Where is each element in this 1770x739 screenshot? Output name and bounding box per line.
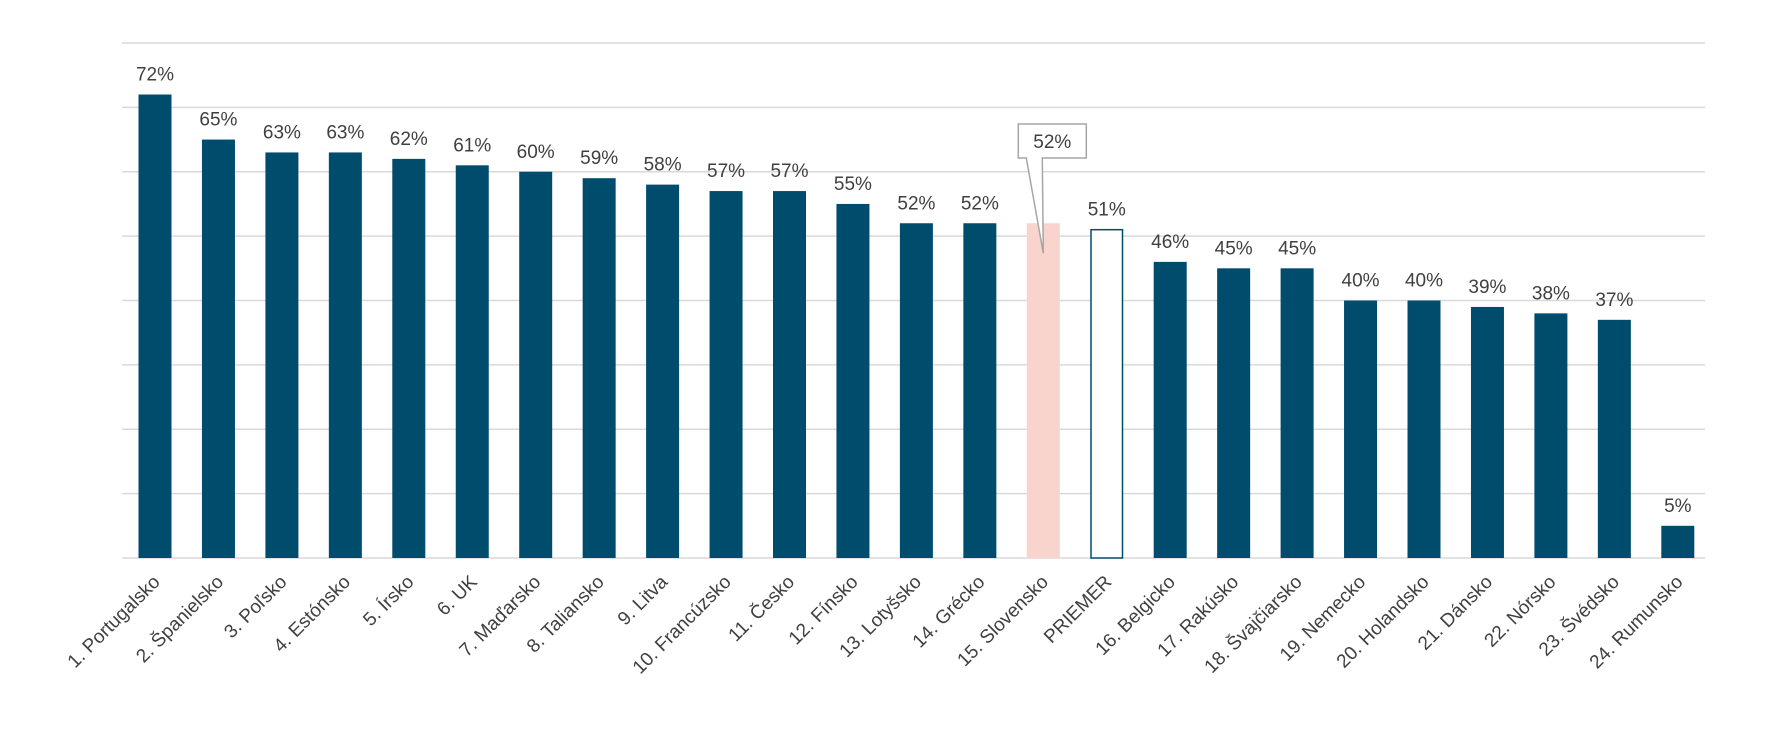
value-label: 38% xyxy=(1532,283,1570,304)
category-label: 6. UK xyxy=(433,571,482,620)
bar xyxy=(646,184,680,558)
category-label: 5. Írsko xyxy=(359,572,418,631)
value-label: 39% xyxy=(1468,277,1506,298)
value-label: 58% xyxy=(644,155,682,176)
bar xyxy=(1344,300,1378,558)
value-label: 63% xyxy=(263,122,301,143)
bar xyxy=(519,171,553,558)
value-label: 40% xyxy=(1405,271,1443,292)
bar xyxy=(582,178,616,558)
value-label: 65% xyxy=(199,110,237,131)
bar xyxy=(1534,313,1568,558)
value-label: 46% xyxy=(1151,232,1189,253)
bar-average xyxy=(1090,228,1124,559)
value-label: 5% xyxy=(1664,496,1692,517)
value-label: 57% xyxy=(770,161,808,182)
value-label: 60% xyxy=(517,142,555,163)
bar xyxy=(201,139,235,558)
bar xyxy=(1153,261,1187,558)
value-label: 45% xyxy=(1215,238,1253,259)
value-label: 51% xyxy=(1088,200,1126,221)
bar xyxy=(1407,300,1441,558)
value-label: 52% xyxy=(961,193,999,214)
value-label: 40% xyxy=(1342,271,1380,292)
value-label: 62% xyxy=(390,129,428,150)
category-label: 9. Litva xyxy=(614,571,672,629)
bar xyxy=(963,223,997,558)
value-label: 63% xyxy=(326,122,364,143)
value-labels: 72% 65% 63% 63% 62% 61% 60% 59% 58% 57% 57% 55% 52% 5… xyxy=(136,65,1692,517)
bar xyxy=(1597,319,1631,558)
bars xyxy=(138,94,1695,559)
callout: 52% xyxy=(1017,123,1088,254)
value-label: 72% xyxy=(136,65,174,86)
callout-pointer xyxy=(1025,157,1045,254)
bar xyxy=(836,203,870,558)
bar xyxy=(709,191,743,558)
bar xyxy=(899,223,933,558)
value-label: 55% xyxy=(834,174,872,195)
bar xyxy=(138,94,172,558)
value-label: 59% xyxy=(580,148,618,169)
bar xyxy=(1661,525,1695,558)
bar xyxy=(773,191,806,558)
value-label: 61% xyxy=(453,135,491,156)
value-label: 57% xyxy=(707,161,745,182)
bar xyxy=(392,158,426,558)
bar xyxy=(455,165,489,558)
bar xyxy=(328,152,362,558)
value-label: 45% xyxy=(1278,238,1316,259)
bar xyxy=(1280,268,1314,558)
bar xyxy=(1470,306,1504,558)
value-label: 52% xyxy=(897,193,935,214)
callout-box xyxy=(1017,123,1088,159)
bar-highlight xyxy=(1026,223,1060,558)
value-label: 52% xyxy=(1033,132,1071,153)
value-label: 37% xyxy=(1595,290,1633,311)
bar xyxy=(265,152,299,558)
bar xyxy=(1217,268,1251,558)
